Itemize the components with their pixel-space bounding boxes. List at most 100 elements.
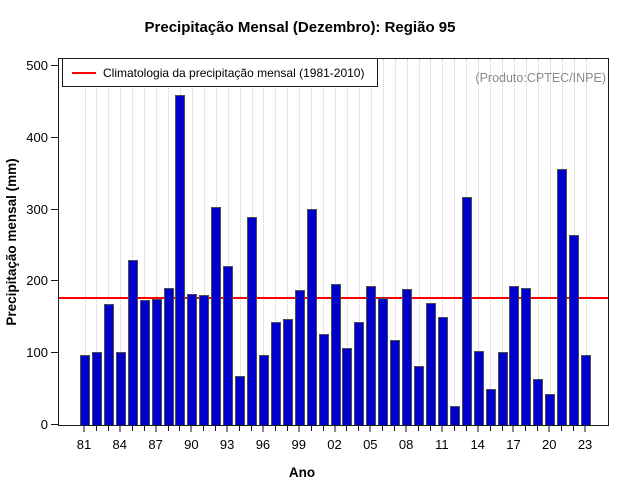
x-tick-88 xyxy=(167,426,169,431)
bar-90 xyxy=(187,294,198,425)
x-tick-22 xyxy=(573,426,575,431)
bar-87 xyxy=(151,299,162,425)
bar-94 xyxy=(235,376,246,425)
x-tick-21 xyxy=(561,426,563,431)
gridline-82 xyxy=(96,59,98,425)
x-tick-12 xyxy=(453,426,455,431)
bar-23 xyxy=(581,355,592,425)
gridline-84 xyxy=(120,59,122,425)
bar-18 xyxy=(521,288,532,425)
bar-96 xyxy=(258,355,269,425)
x-tick-11 xyxy=(440,426,443,432)
x-tick-16 xyxy=(501,426,503,431)
bar-12 xyxy=(449,406,460,425)
gridline-99 xyxy=(299,59,301,425)
x-tick-09 xyxy=(418,426,420,431)
gridline-19 xyxy=(537,59,539,425)
y-tick-label-200: 200 xyxy=(26,273,48,289)
x-tick-95 xyxy=(251,426,253,431)
bar-09 xyxy=(414,366,425,425)
x-tick-label-08: 08 xyxy=(398,437,414,452)
gridline-07 xyxy=(394,59,396,425)
bar-01 xyxy=(318,334,329,425)
x-tick-label-20: 20 xyxy=(542,437,557,452)
x-tick-15 xyxy=(489,426,491,431)
bar-83 xyxy=(103,304,114,425)
x-tick-99 xyxy=(297,426,300,432)
gridline-09 xyxy=(418,59,420,425)
legend-line-sample xyxy=(72,72,96,74)
y-tick-0 xyxy=(51,424,58,425)
x-tick-92 xyxy=(215,426,217,431)
x-tick-93 xyxy=(226,426,229,432)
x-tick-08 xyxy=(405,426,408,432)
x-tick-87 xyxy=(154,426,157,432)
x-tick-label-87: 87 xyxy=(148,437,163,452)
bar-02 xyxy=(330,284,341,425)
x-tick-label-84: 84 xyxy=(112,437,128,452)
bar-21 xyxy=(557,169,568,425)
x-tick-label-17: 17 xyxy=(506,437,521,452)
gridline-16 xyxy=(502,59,504,425)
source-note: (Produto:CPTEC/INPE) xyxy=(475,71,606,85)
gridline-02 xyxy=(335,59,337,425)
gridline-01 xyxy=(323,59,325,425)
x-tick-label-99: 99 xyxy=(291,437,306,452)
gridline-87 xyxy=(156,59,158,425)
bar-06 xyxy=(378,298,389,425)
y-tick-label-0: 0 xyxy=(40,417,48,432)
x-tick-83 xyxy=(107,426,109,431)
x-tick-label-81: 81 xyxy=(76,437,92,452)
x-tick-02 xyxy=(333,426,336,432)
bar-84 xyxy=(115,352,126,425)
x-tick-19 xyxy=(537,426,539,431)
bar-81 xyxy=(80,355,90,425)
x-tick-05 xyxy=(369,426,372,432)
gridline-86 xyxy=(144,59,146,425)
bar-17 xyxy=(509,286,520,425)
x-tick-82 xyxy=(95,426,97,431)
bar-97 xyxy=(270,322,281,425)
chart-title: Precipitação Mensal (Dezembro): Região 9… xyxy=(144,19,456,36)
bar-00 xyxy=(306,209,317,425)
bar-89 xyxy=(175,95,186,425)
y-tick-500 xyxy=(51,65,58,66)
gridline-03 xyxy=(346,59,348,425)
x-tick-07 xyxy=(394,426,396,431)
gridline-93 xyxy=(227,59,229,425)
x-tick-81 xyxy=(83,426,85,432)
bar-08 xyxy=(402,289,413,425)
plot-panel: Climatologia da precipitação mensal (198… xyxy=(58,58,609,426)
y-tick-200 xyxy=(51,280,58,282)
bar-03 xyxy=(342,348,353,425)
x-tick-label-05: 05 xyxy=(363,437,378,452)
bar-11 xyxy=(437,317,448,425)
x-tick-04 xyxy=(358,426,360,431)
bar-07 xyxy=(390,340,401,425)
x-tick-label-14: 14 xyxy=(470,437,485,452)
x-tick-10 xyxy=(429,426,431,431)
gridline-23 xyxy=(585,59,587,425)
y-tick-300 xyxy=(51,208,58,210)
x-tick-85 xyxy=(131,426,133,431)
bar-05 xyxy=(366,286,377,425)
gridline-85 xyxy=(132,59,134,425)
x-tick-91 xyxy=(203,426,205,431)
x-tick-13 xyxy=(465,426,467,431)
gridline-06 xyxy=(382,59,384,425)
gridline-05 xyxy=(370,59,372,425)
bar-22 xyxy=(569,235,580,425)
gridline-20 xyxy=(549,59,551,425)
y-tick-100 xyxy=(51,352,58,354)
gridline-11 xyxy=(442,59,444,425)
bar-86 xyxy=(139,300,150,425)
x-tick-14 xyxy=(476,426,479,432)
x-tick-86 xyxy=(143,426,145,431)
x-tick-label-93: 93 xyxy=(219,437,235,452)
bar-93 xyxy=(223,266,234,425)
bar-95 xyxy=(247,217,258,425)
y-tick-label-500: 500 xyxy=(26,58,48,73)
x-tick-90 xyxy=(190,426,193,432)
x-tick-20 xyxy=(548,426,551,432)
